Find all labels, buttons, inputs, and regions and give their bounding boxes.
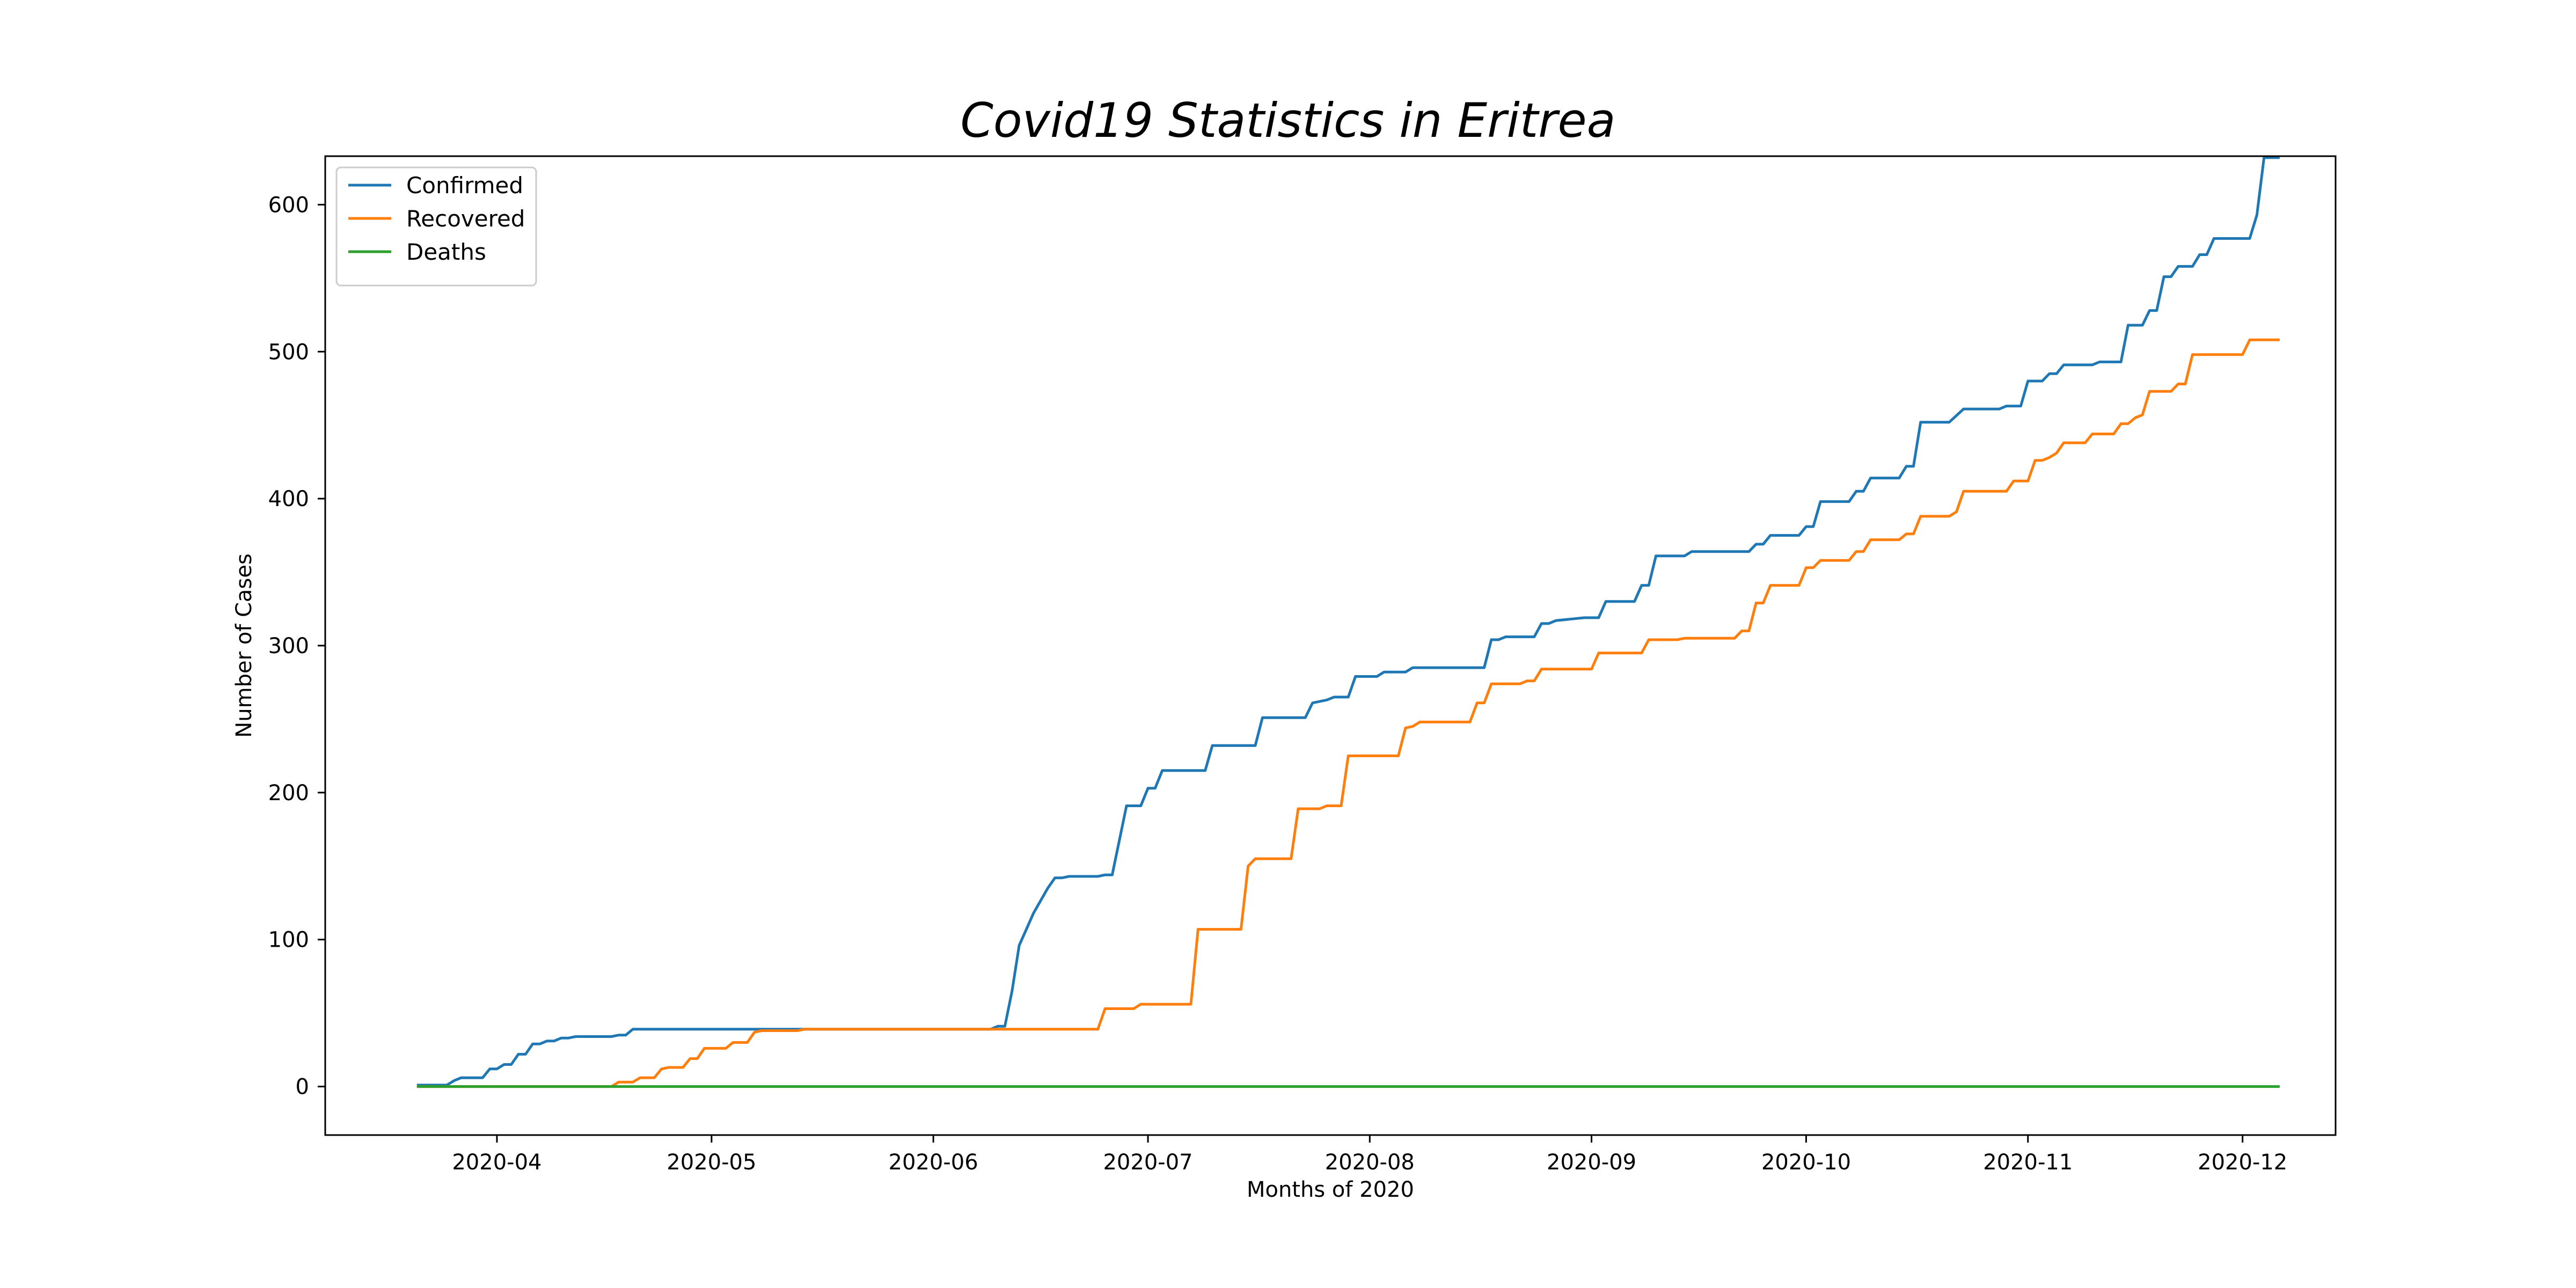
y-tick-label: 600 bbox=[268, 193, 309, 217]
x-tick-label: 2020-07 bbox=[1103, 1150, 1192, 1175]
y-tick-label: 200 bbox=[268, 781, 309, 806]
y-axis-label: Number of Cases bbox=[232, 553, 257, 737]
x-tick-label: 2020-08 bbox=[1325, 1150, 1415, 1175]
legend-label-confirmed: Confirmed bbox=[406, 172, 523, 199]
y-tick-label: 100 bbox=[268, 928, 309, 953]
y-axis: 0 100 200 300 400 500 600 bbox=[268, 193, 325, 1100]
series-line-confirmed bbox=[416, 156, 2280, 1087]
x-tick-label: 2020-11 bbox=[1983, 1150, 2073, 1175]
x-tick-label: 2020-06 bbox=[889, 1150, 978, 1175]
series-line-recovered bbox=[416, 338, 2280, 1088]
legend-label-deaths: Deaths bbox=[406, 239, 486, 265]
x-tick-label: 2020-12 bbox=[2198, 1150, 2287, 1175]
x-tick-label: 2020-04 bbox=[452, 1150, 541, 1175]
y-tick-label: 0 bbox=[296, 1075, 309, 1100]
x-tick-label: 2020-09 bbox=[1547, 1150, 1636, 1175]
legend-label-recovered: Recovered bbox=[406, 206, 525, 232]
x-tick-label: 2020-10 bbox=[1761, 1150, 1851, 1175]
legend-box bbox=[335, 166, 537, 287]
y-tick-label: 500 bbox=[268, 340, 309, 364]
x-axis: 2020-04 2020-05 2020-06 2020-07 2020-08 2020-… bbox=[452, 1135, 2287, 1175]
chart-title: Covid19 Statistics in Eritrea bbox=[960, 93, 1615, 148]
legend: Confirmed Recovered Deaths bbox=[335, 166, 537, 287]
x-axis-label: Months of 2020 bbox=[1247, 1177, 1414, 1202]
y-tick-label: 400 bbox=[268, 487, 309, 511]
y-tick-label: 300 bbox=[268, 634, 309, 658]
x-tick-label: 2020-05 bbox=[667, 1150, 756, 1175]
plot-area bbox=[416, 156, 2280, 1088]
